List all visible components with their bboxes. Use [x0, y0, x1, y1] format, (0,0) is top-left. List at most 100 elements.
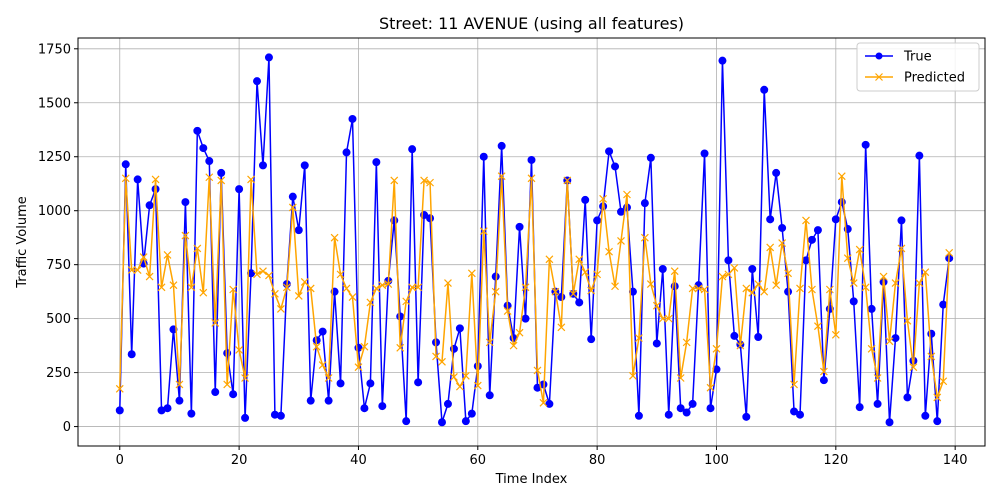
point-predicted — [712, 344, 721, 353]
point-predicted — [145, 272, 154, 281]
point-true — [455, 324, 464, 333]
point-predicted — [617, 236, 625, 245]
x-tick-label: 40 — [350, 453, 367, 468]
point-predicted — [640, 233, 649, 242]
point-predicted — [199, 288, 208, 297]
point-predicted — [813, 322, 822, 331]
point-predicted — [127, 266, 136, 274]
point-true — [300, 161, 309, 170]
point-true — [217, 168, 226, 177]
point-true — [479, 152, 488, 161]
point-true — [527, 155, 536, 164]
point-true — [700, 149, 709, 158]
point-true — [652, 339, 661, 348]
point-predicted — [575, 255, 584, 264]
point-predicted — [414, 283, 423, 292]
point-true — [640, 199, 649, 208]
point-true — [688, 399, 697, 408]
point-predicted — [808, 285, 816, 294]
point-predicted — [169, 281, 178, 290]
point-true — [294, 226, 303, 235]
point-predicted — [342, 284, 351, 293]
point-predicted — [945, 248, 954, 257]
point-predicted — [921, 268, 930, 277]
point-predicted — [426, 178, 434, 187]
x-tick-label: 60 — [470, 453, 487, 468]
point-true — [324, 396, 333, 405]
point-true — [748, 264, 757, 273]
point-predicted — [265, 271, 273, 280]
point-predicted — [366, 298, 375, 307]
point-predicted — [115, 384, 124, 393]
point-predicted — [229, 285, 238, 294]
point-predicted — [736, 341, 745, 350]
point-true — [306, 396, 315, 405]
point-true — [796, 410, 805, 419]
legend-box — [856, 42, 980, 92]
point-predicted — [444, 279, 452, 287]
point-predicted — [855, 245, 864, 254]
point-predicted — [849, 279, 858, 287]
point-predicted — [766, 243, 775, 252]
point-true — [426, 214, 435, 223]
x-tick-label: 140 — [943, 453, 968, 468]
point-true — [855, 403, 864, 412]
point-true — [790, 407, 799, 416]
point-predicted — [259, 267, 267, 276]
point-predicted — [933, 393, 942, 402]
point-true — [497, 141, 506, 150]
point-predicted — [819, 367, 828, 376]
point-predicted — [467, 269, 476, 278]
y-tick-label: 1250 — [38, 150, 71, 165]
point-true — [211, 388, 220, 397]
x-tick-label: 80 — [589, 453, 606, 468]
point-true — [288, 192, 297, 201]
point-true — [658, 264, 667, 273]
point-predicted — [205, 173, 214, 182]
point-predicted — [438, 357, 446, 366]
point-true — [187, 409, 196, 418]
x-tick-label: 120 — [823, 453, 848, 468]
point-true — [754, 332, 763, 341]
point-true — [258, 161, 267, 170]
point-predicted — [527, 174, 536, 183]
point-true — [819, 376, 828, 385]
point-true — [366, 379, 375, 388]
point-true — [897, 216, 906, 225]
point-predicted — [724, 270, 733, 279]
point-true — [485, 391, 494, 400]
point-true — [718, 56, 727, 65]
legend: True Predicted — [856, 42, 980, 92]
point-true — [682, 408, 691, 417]
plot-frame — [77, 37, 986, 447]
point-predicted — [390, 176, 399, 185]
point-true — [235, 185, 244, 194]
point-true — [396, 312, 405, 321]
point-true — [545, 399, 554, 408]
point-predicted — [324, 374, 333, 382]
point-predicted — [754, 280, 763, 289]
series-predicted — [115, 172, 954, 407]
point-true — [229, 390, 238, 399]
point-predicted — [682, 338, 691, 347]
point-predicted — [873, 374, 882, 382]
point-true — [873, 399, 882, 408]
point-true — [336, 379, 345, 388]
point-true — [169, 325, 178, 334]
legend-marker-predicted — [875, 73, 883, 81]
point-true — [939, 300, 948, 309]
point-predicted — [545, 255, 554, 264]
point-predicted — [891, 279, 900, 287]
point-predicted — [694, 284, 703, 293]
point-true — [575, 298, 584, 307]
point-predicted — [670, 267, 679, 276]
point-predicted — [354, 363, 363, 372]
point-predicted — [742, 284, 751, 293]
point-predicted — [503, 307, 512, 316]
point-predicted — [539, 398, 548, 407]
point-predicted — [360, 342, 369, 351]
y-tick-label: 250 — [46, 366, 71, 381]
point-predicted — [593, 270, 602, 279]
point-true — [760, 85, 769, 94]
point-predicted — [748, 288, 757, 297]
